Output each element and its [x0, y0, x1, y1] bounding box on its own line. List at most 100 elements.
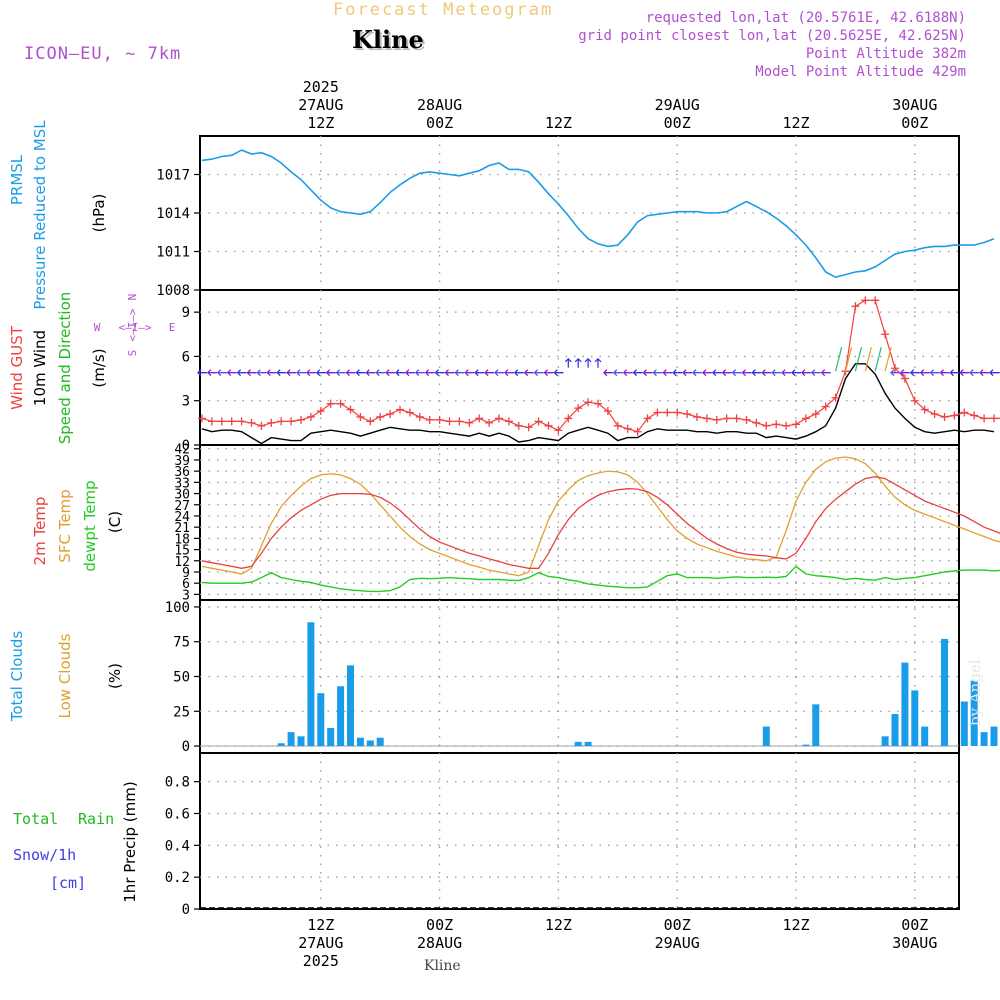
- wind-direction-arrow: [594, 357, 602, 368]
- bottom-time-label: 12Z: [307, 916, 334, 934]
- wind-direction-arrow: [874, 347, 882, 372]
- total-clouds-bar: [277, 743, 285, 747]
- wind-direction-arrow: [395, 369, 405, 377]
- wind-gust-marker: [940, 412, 949, 421]
- wind-direction-arrow: [503, 369, 514, 377]
- total-clouds-bar: [941, 638, 948, 747]
- rain-label: Rain: [78, 810, 114, 828]
- wind-direction-arrow: [939, 369, 950, 377]
- wind-direction-arrow: [315, 369, 326, 377]
- sfc-temp-line: [201, 456, 1000, 577]
- wind-direction-arrow: [884, 347, 892, 372]
- series-layer: [197, 149, 1000, 747]
- pressure-label-line2: Pressure Reduced to MSL: [31, 120, 49, 310]
- wind-direction-arrow: [791, 369, 801, 377]
- wind-direction-arrow: [949, 369, 960, 377]
- wind-direction-arrow: [484, 369, 495, 377]
- product-title: Forecast Meteogram: [333, 0, 554, 20]
- wind-gust-marker: [504, 417, 513, 426]
- total-clouds-bar: [376, 737, 384, 747]
- wind-gust-marker: [247, 418, 256, 427]
- wind-direction-arrow: [899, 369, 910, 377]
- y-tick-label: 1014: [156, 206, 190, 222]
- wind-gust-marker: [198, 414, 206, 423]
- wind-gust-marker: [475, 414, 484, 423]
- model-point-altitude: Model Point Altitude 429m: [755, 64, 966, 80]
- wind-gust-marker: [267, 418, 276, 427]
- wind-gust-marker: [910, 396, 919, 405]
- total-clouds-bar: [297, 736, 305, 747]
- wind-gust-marker: [574, 404, 583, 413]
- y-tick-label: 50: [173, 670, 190, 686]
- temp-unit-label: (C): [106, 511, 124, 533]
- wind-gust-marker: [960, 408, 969, 417]
- total-clouds-bar: [366, 740, 374, 747]
- wind-unit-label: (m/s): [90, 348, 108, 387]
- bottom-time-label: 00Z: [426, 916, 453, 934]
- wind-direction-arrow: [771, 369, 782, 377]
- total-clouds-bar: [980, 732, 988, 747]
- wind-direction-arrow: [682, 369, 693, 377]
- total-clouds-bar: [287, 732, 295, 747]
- wind-direction-arrow: [345, 369, 356, 377]
- wind-speed-line: [201, 363, 995, 445]
- wind-gust-marker: [217, 417, 226, 426]
- y-tick-label: 12: [174, 555, 190, 570]
- wind-gust-marker: [277, 417, 286, 426]
- wind-gust-marker: [326, 399, 335, 408]
- wind-gust-marker: [544, 421, 553, 430]
- wind-gust-marker: [495, 414, 503, 423]
- wind-gust-marker: [752, 418, 761, 427]
- wind-direction-arrow: [642, 369, 653, 377]
- wind-gust-marker: [673, 408, 682, 417]
- wind-gust-marker: [445, 417, 454, 426]
- total-clouds-bar: [990, 726, 998, 747]
- top-time-label: 00Z: [901, 114, 928, 132]
- y-tick-label: 15: [174, 544, 190, 559]
- y-tick-label: 6: [182, 577, 190, 592]
- y-tick-label: 33: [174, 476, 190, 491]
- bottom-time-label: 29AUG: [655, 934, 700, 952]
- compass-south: S: [126, 350, 139, 357]
- total-clouds-bar: [337, 686, 345, 747]
- y-tick-label: 9: [182, 305, 190, 321]
- temp-2m-label: 2m Temp: [31, 497, 49, 566]
- wind-gust-marker: [366, 417, 375, 426]
- wind-gust-marker: [861, 296, 870, 305]
- wind-direction-arrow: [564, 357, 572, 368]
- wind-direction-arrow: [844, 347, 853, 372]
- point-altitude: Point Altitude 382m: [805, 46, 966, 62]
- wind-gust-marker: [683, 410, 692, 418]
- wind-gust-label: Wind GUST: [8, 325, 26, 410]
- y-tick-label: 0: [182, 739, 190, 755]
- wind-gust-marker: [663, 408, 672, 417]
- bottom-time-label: 30AUG: [892, 934, 937, 952]
- wind-gust-marker: [227, 417, 236, 426]
- y-tick-label: 1017: [156, 168, 190, 184]
- wind-direction-arrow: [454, 369, 465, 377]
- wind-direction-arrow: [751, 369, 762, 377]
- wind-direction-arrow: [286, 369, 297, 377]
- pressure-label-line1: PRMSL: [8, 154, 26, 205]
- bottom-time-label: 12Z: [782, 916, 809, 934]
- wind-gust-marker: [643, 414, 652, 423]
- wind-direction-arrow: [602, 369, 613, 377]
- y-tick-label: 27: [174, 499, 190, 514]
- wind-gust-marker: [356, 412, 365, 421]
- wind-direction-arrow: [296, 369, 306, 377]
- total-clouds-bar: [921, 726, 929, 747]
- y-tick-label: 18: [174, 532, 190, 547]
- wind-gust-marker: [772, 420, 781, 429]
- wind-gust-marker: [900, 374, 909, 383]
- wind-direction-arrow: [864, 347, 872, 372]
- wind-direction-arrow: [276, 369, 287, 377]
- top-time-label: 00Z: [426, 114, 453, 132]
- bottom-time-label: 28AUG: [417, 934, 462, 952]
- wind-direction-arrow: [622, 369, 633, 377]
- panel-frame-temperature: [199, 444, 960, 601]
- wind-direction-arrow: [424, 369, 435, 377]
- y-tick-label: 0.4: [165, 838, 190, 854]
- total-clouds-label: Total Clouds: [8, 631, 26, 723]
- wind-gust-marker: [871, 296, 880, 305]
